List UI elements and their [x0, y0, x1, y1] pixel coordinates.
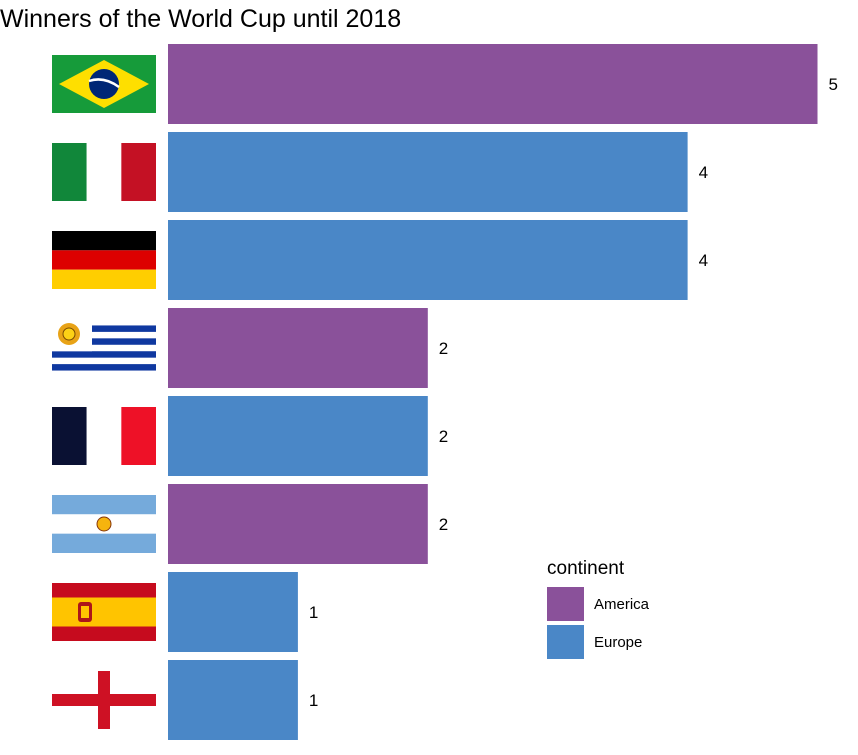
data-label-france: 2: [439, 427, 448, 446]
bar-england: [168, 660, 298, 740]
flag-argentina-icon: [52, 495, 156, 553]
flag-spain-icon: [52, 583, 156, 641]
data-label-uruguay: 2: [439, 339, 448, 358]
bar-italy: [168, 132, 688, 212]
bar-germany: [168, 220, 688, 300]
legend-label-america: America: [594, 596, 649, 613]
flag-france-icon: [52, 407, 156, 465]
data-label-spain: 1: [309, 603, 318, 622]
data-label-england: 1: [309, 691, 318, 710]
legend-item-america: America: [547, 585, 649, 623]
legend-swatch-america: [547, 587, 584, 621]
flag-brazil-icon: [52, 55, 156, 113]
legend-item-europe: Europe: [547, 623, 649, 661]
bar-argentina: [168, 484, 428, 564]
flag-italy-icon: [52, 143, 156, 201]
legend-swatch-europe: [547, 625, 584, 659]
flag-uruguay-icon: [52, 319, 156, 377]
flag-england-icon: [52, 671, 156, 729]
data-label-italy: 4: [699, 163, 708, 182]
bar-france: [168, 396, 428, 476]
legend-title: continent: [547, 557, 649, 585]
bar-spain: [168, 572, 298, 652]
legend: continent America Europe: [547, 557, 649, 661]
data-label-germany: 4: [699, 251, 708, 270]
data-label-brazil: 5: [829, 75, 838, 94]
bar-uruguay: [168, 308, 428, 388]
data-label-argentina: 2: [439, 515, 448, 534]
bar-brazil: [168, 44, 818, 124]
legend-label-europe: Europe: [594, 634, 642, 651]
flag-germany-icon: [52, 231, 156, 289]
